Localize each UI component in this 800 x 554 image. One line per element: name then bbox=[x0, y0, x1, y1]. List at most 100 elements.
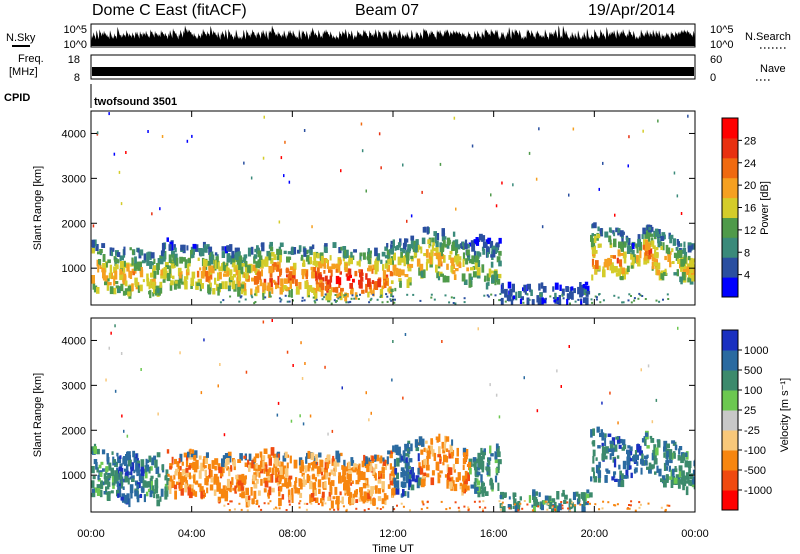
echo-cell bbox=[208, 282, 212, 288]
echo-cell bbox=[361, 149, 364, 153]
echo-cell bbox=[620, 252, 624, 256]
echo-cell bbox=[641, 295, 644, 297]
echo-cell bbox=[604, 475, 608, 483]
echo-cell bbox=[453, 483, 458, 492]
echo-cell bbox=[212, 288, 216, 295]
echo-cell bbox=[110, 467, 114, 477]
echo-cell bbox=[527, 283, 531, 290]
echo-cell bbox=[611, 452, 615, 456]
echo-cell bbox=[430, 293, 433, 296]
echo-cell bbox=[205, 452, 209, 458]
echo-cell bbox=[320, 471, 324, 476]
echo-cell bbox=[239, 296, 242, 299]
echo-cell bbox=[299, 500, 302, 503]
echo-cell bbox=[155, 494, 160, 499]
echo-cell bbox=[627, 445, 631, 449]
echo-cell bbox=[108, 462, 112, 471]
echo-cell bbox=[584, 293, 587, 296]
echo-cell bbox=[359, 471, 364, 480]
echo-cell bbox=[133, 456, 137, 463]
echo-cell bbox=[674, 466, 677, 470]
echo-cell bbox=[328, 472, 331, 477]
echo-cell bbox=[601, 432, 605, 441]
echo-cell bbox=[142, 472, 145, 480]
echo-cell bbox=[270, 473, 274, 483]
echo-cell bbox=[171, 481, 175, 488]
echo-cell bbox=[293, 459, 298, 469]
echo-cell bbox=[319, 283, 322, 289]
echo-cell bbox=[379, 296, 382, 298]
echo-cell bbox=[314, 454, 319, 458]
echo-cell bbox=[141, 486, 145, 493]
echo-cell bbox=[291, 494, 294, 503]
echo-cell bbox=[179, 484, 183, 489]
echo-cell bbox=[374, 463, 378, 469]
power-colorbar-tick-label: 4 bbox=[744, 270, 750, 282]
echo-cell bbox=[441, 228, 445, 237]
echo-cell bbox=[289, 280, 292, 289]
echo-cell bbox=[634, 509, 637, 512]
echo-cell bbox=[275, 282, 280, 289]
echo-cell bbox=[592, 252, 596, 257]
x-axis-title: Time UT bbox=[372, 543, 414, 554]
echo-cell bbox=[663, 480, 667, 488]
echo-cell bbox=[255, 286, 259, 290]
echo-cell bbox=[150, 272, 154, 278]
echo-cell bbox=[561, 288, 565, 296]
echo-cell bbox=[590, 476, 593, 482]
echo-cell bbox=[277, 275, 280, 285]
echo-cell bbox=[557, 506, 560, 512]
echo-cell bbox=[313, 289, 316, 295]
echo-cell bbox=[95, 244, 99, 251]
echo-cell bbox=[670, 479, 674, 488]
echo-cell bbox=[390, 280, 394, 284]
echo-cell bbox=[245, 273, 249, 280]
echo-cell bbox=[105, 262, 108, 268]
echo-cell bbox=[236, 256, 241, 266]
echo-cell bbox=[455, 247, 458, 256]
echo-cell bbox=[362, 496, 366, 504]
echo-cell bbox=[495, 393, 498, 397]
echo-cell bbox=[214, 277, 217, 285]
echo-cell bbox=[595, 296, 598, 299]
echo-cell bbox=[344, 292, 348, 302]
echo-cell bbox=[473, 239, 477, 245]
echo-cell bbox=[166, 473, 170, 477]
echo-cell bbox=[609, 453, 612, 460]
velocity-colorbar-swatch bbox=[722, 350, 738, 371]
echo-cell bbox=[409, 509, 411, 512]
echo-cell bbox=[247, 459, 250, 468]
echo-cell bbox=[324, 293, 327, 296]
echo-cell bbox=[456, 254, 460, 263]
echo-cell bbox=[323, 296, 326, 299]
echo-cell bbox=[213, 489, 217, 496]
echo-cell bbox=[114, 463, 118, 467]
echo-cell bbox=[680, 257, 684, 261]
echo-cell bbox=[410, 255, 414, 260]
echo-cell bbox=[597, 243, 600, 248]
echo-cell bbox=[229, 467, 233, 472]
echo-cell bbox=[214, 260, 217, 269]
echo-cell bbox=[389, 298, 392, 301]
echo-cell bbox=[206, 244, 210, 249]
echo-cell bbox=[199, 483, 202, 493]
echo-cell bbox=[632, 456, 635, 462]
echo-cell bbox=[437, 472, 440, 479]
echo-cell bbox=[523, 284, 527, 293]
echo-cell bbox=[344, 249, 347, 256]
echo-cell bbox=[568, 193, 570, 197]
echo-cell bbox=[169, 265, 172, 275]
echo-cell bbox=[654, 228, 659, 237]
echo-cell bbox=[405, 474, 410, 483]
echo-cell bbox=[418, 436, 423, 444]
echo-cell bbox=[490, 270, 494, 274]
echo-cell bbox=[274, 457, 279, 467]
echo-cell bbox=[279, 286, 283, 295]
echo-cell bbox=[123, 266, 126, 273]
echo-cell bbox=[105, 486, 108, 492]
echo-cell bbox=[154, 289, 158, 296]
echo-cell bbox=[448, 507, 451, 510]
echo-cell bbox=[607, 501, 610, 504]
echo-cell bbox=[440, 273, 444, 277]
